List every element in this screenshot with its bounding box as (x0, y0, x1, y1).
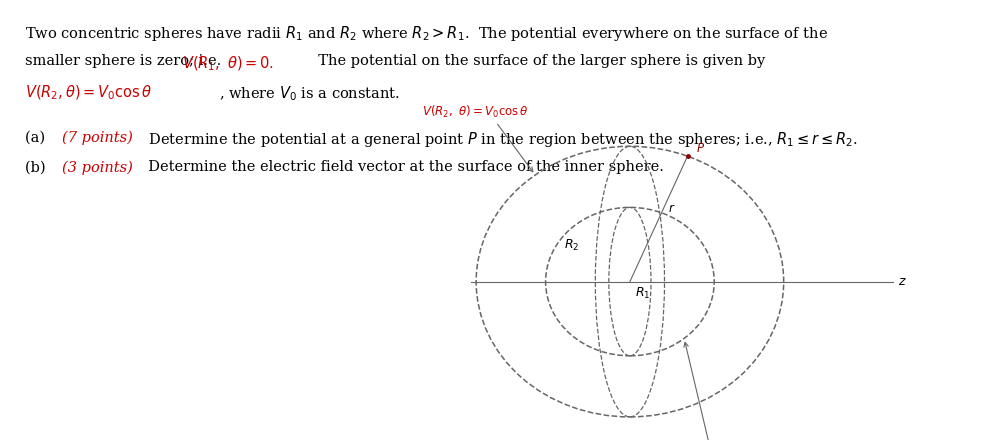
Text: $R_1$: $R_1$ (635, 286, 651, 301)
Text: Two concentric spheres have radii $R_1$ and $R_2$ where $R_2 > R_1$.  The potent: Two concentric spheres have radii $R_1$ … (25, 24, 828, 43)
Text: $V(R_1,\ \theta) = 0$.: $V(R_1,\ \theta) = 0$. (182, 54, 274, 73)
Text: (3 points): (3 points) (62, 160, 132, 175)
Text: (b): (b) (25, 160, 55, 174)
Text: $P$: $P$ (696, 142, 705, 155)
Text: smaller sphere is zero; i.e.: smaller sphere is zero; i.e. (25, 54, 225, 68)
Text: Determine the electric field vector at the surface of the inner sphere.: Determine the electric field vector at t… (139, 160, 664, 174)
Text: (a): (a) (25, 130, 55, 144)
Text: The potential on the surface of the larger sphere is given by: The potential on the surface of the larg… (309, 54, 765, 68)
Text: $R_2$: $R_2$ (563, 238, 579, 253)
Text: $V(R_2,\ \theta) = V_0 \cos\theta$: $V(R_2,\ \theta) = V_0 \cos\theta$ (422, 104, 529, 120)
Text: $r$: $r$ (669, 202, 676, 215)
Text: $z$: $z$ (898, 275, 907, 288)
Text: (7 points): (7 points) (62, 130, 132, 145)
Text: $V(R_2, \theta) = V_0 \cos\theta$: $V(R_2, \theta) = V_0 \cos\theta$ (25, 84, 153, 103)
Text: Determine the potential at a general point $P$ in the region between the spheres: Determine the potential at a general poi… (139, 130, 858, 150)
Text: , where $V_0$ is a constant.: , where $V_0$ is a constant. (219, 84, 401, 103)
